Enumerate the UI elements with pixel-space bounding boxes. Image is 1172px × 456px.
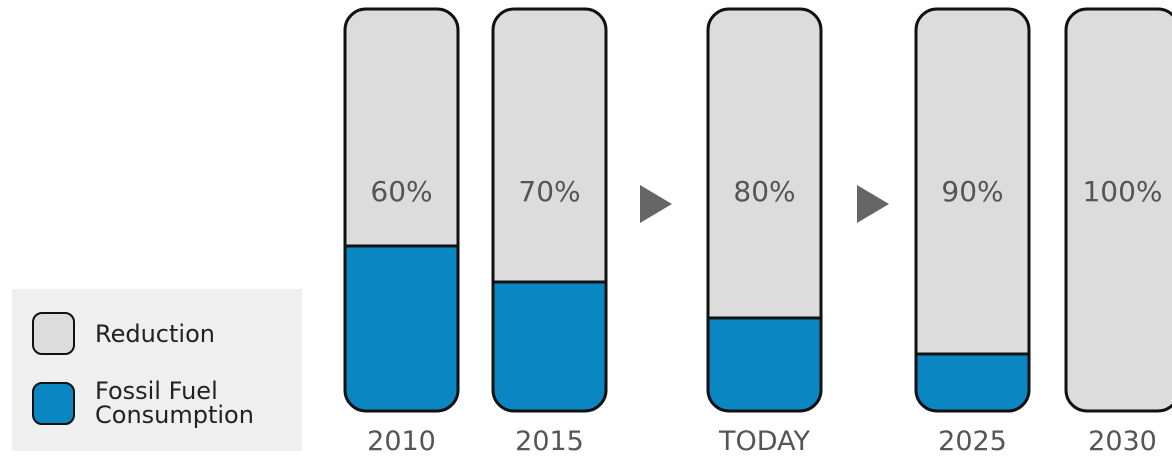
value-label-2010: 60% (370, 175, 432, 208)
bar-reduction-today (708, 9, 821, 411)
bar-reduction-2030 (1066, 9, 1172, 411)
category-label-2025: 2025 (938, 426, 1007, 456)
legend-swatch-fossil (32, 381, 75, 425)
value-label-today: 80% (733, 175, 795, 208)
legend-swatch-reduction (32, 312, 75, 355)
value-label-2025: 90% (941, 175, 1003, 208)
bar-fossil-2015 (493, 282, 606, 411)
category-label-2015: 2015 (515, 426, 584, 456)
arrow-icon-2015-today (640, 185, 672, 223)
legend-item-fossil: Fossil Fuel Consumption (32, 379, 254, 427)
value-label-2015: 70% (518, 175, 580, 208)
legend-label-fossil: Fossil Fuel Consumption (95, 377, 254, 429)
value-label-2030: 100% (1082, 175, 1162, 208)
legend: Reduction Fossil Fuel Consumption (12, 289, 302, 451)
bar-outline-today (706, 7, 823, 413)
bar-outline-2015 (491, 7, 608, 413)
bar-outline-2025 (914, 7, 1031, 413)
bar-outline-2030 (1064, 7, 1172, 413)
category-label-2010: 2010 (367, 426, 436, 456)
legend-item-reduction: Reduction (32, 312, 215, 355)
category-label-2030: 2030 (1088, 426, 1157, 456)
arrow-icon-today-2025 (857, 185, 889, 223)
bar-fossil-2025 (916, 354, 1029, 411)
legend-label-reduction: Reduction (95, 319, 215, 348)
bar-outline-2010 (343, 7, 460, 413)
category-label-today: TODAY (718, 426, 810, 456)
bar-reduction-2025 (916, 9, 1029, 411)
bar-fossil-today (708, 318, 821, 411)
bar-fossil-2010 (345, 246, 458, 411)
